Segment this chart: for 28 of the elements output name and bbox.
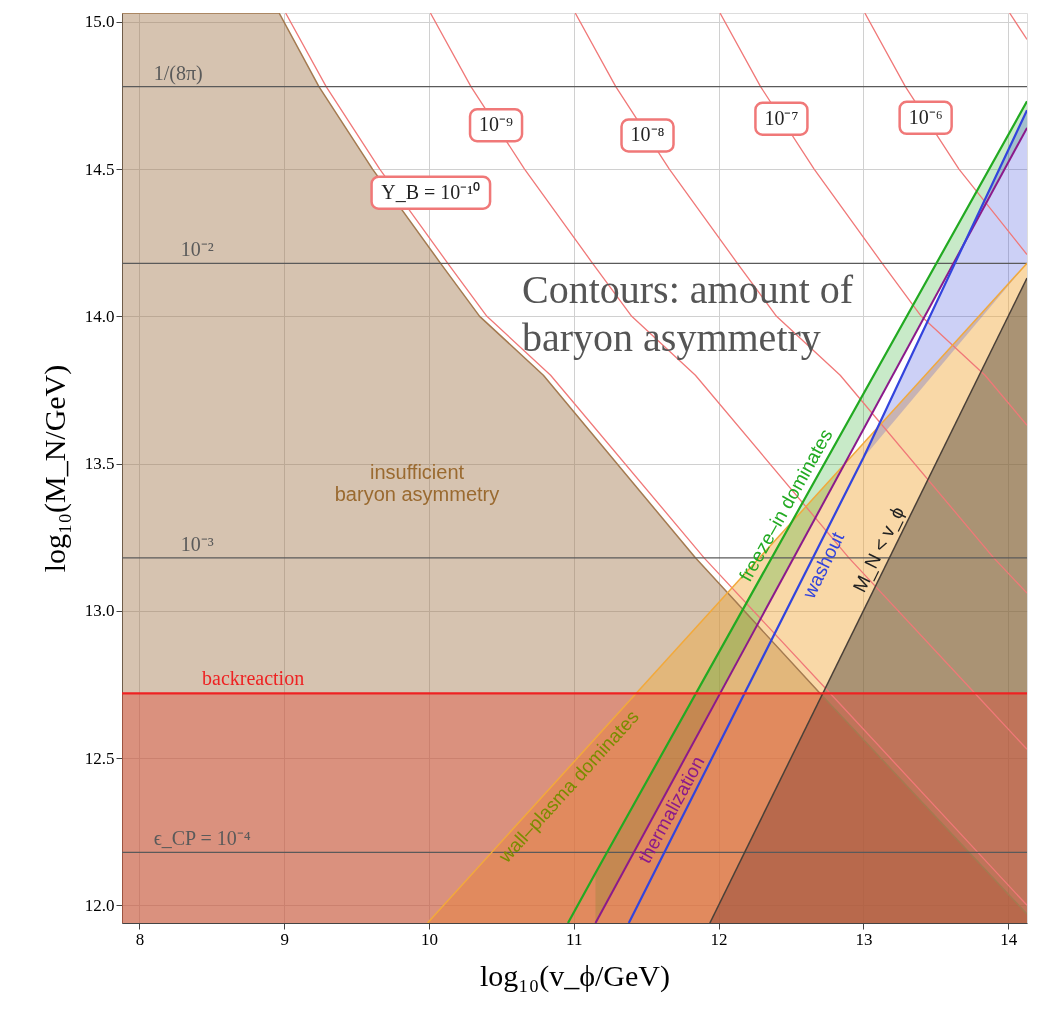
y-tick-label: 12.0 (84, 895, 115, 915)
y-tick-label: 14.5 (84, 159, 115, 179)
series-label: 10⁻³ (180, 532, 214, 555)
text: M_N < v_ϕ (848, 503, 910, 596)
series-label: 10⁻⁹ (479, 113, 514, 136)
series-label: 1/(8π) (153, 61, 203, 85)
y-tick-label: 12.5 (84, 748, 115, 768)
y-tick-label: 15.0 (84, 12, 115, 32)
x-axis-title: log₁₀(v_ϕ/GeV) (479, 958, 671, 993)
series-label: Y_B = 10⁻¹⁰ (381, 180, 481, 203)
ref-line-label: backreaction (202, 667, 305, 690)
series-label: 10⁻⁶ (908, 105, 943, 128)
y-tick-label: 13.0 (84, 601, 115, 621)
y-axis-title: log₁₀(M_N/GeV) (37, 364, 72, 573)
x-tick-label: 10 (420, 929, 438, 949)
y-tick-label: 13.5 (84, 454, 115, 474)
x-tick-label: 11 (566, 929, 583, 949)
x-tick-label: 14 (1000, 929, 1018, 949)
series-label: ϵ_CP = 10⁻⁴ (153, 827, 251, 850)
annotation: insufficient baryon asymmetry (334, 461, 500, 505)
y-tick-label: 14.0 (84, 306, 115, 326)
series-label: 10⁻² (180, 238, 214, 261)
x-tick-label: 13 (855, 929, 873, 949)
x-tick-label: 12 (710, 929, 728, 949)
x-tick-label: 9 (280, 929, 289, 949)
series-label: 10⁻⁸ (630, 123, 665, 146)
x-tick-label: 8 (135, 929, 145, 949)
series-label: 10⁻⁷ (764, 106, 799, 129)
